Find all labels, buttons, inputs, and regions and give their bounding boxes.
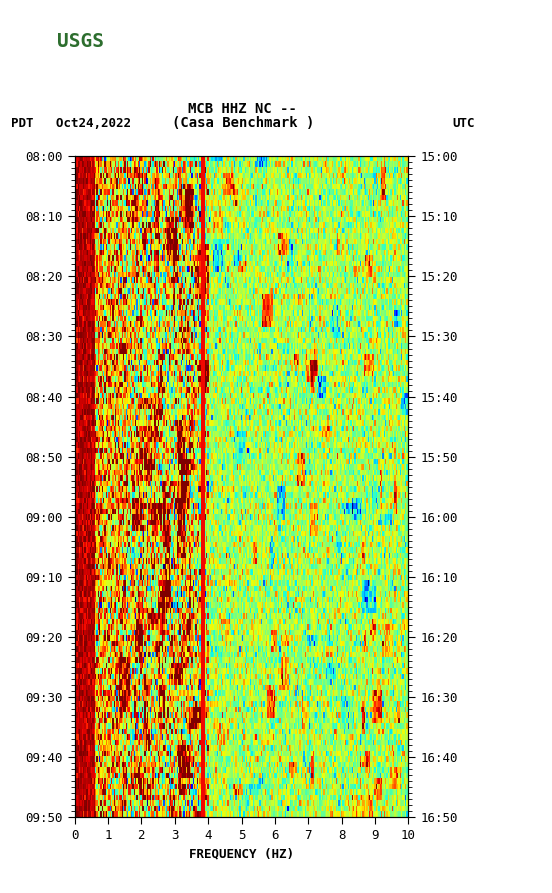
Text: USGS: USGS: [57, 31, 104, 51]
Text: MCB HHZ NC --: MCB HHZ NC --: [188, 102, 298, 116]
Text: (Casa Benchmark ): (Casa Benchmark ): [172, 116, 314, 130]
X-axis label: FREQUENCY (HZ): FREQUENCY (HZ): [189, 847, 294, 861]
Text: PDT   Oct24,2022: PDT Oct24,2022: [11, 117, 131, 130]
Text: UTC: UTC: [453, 117, 475, 130]
